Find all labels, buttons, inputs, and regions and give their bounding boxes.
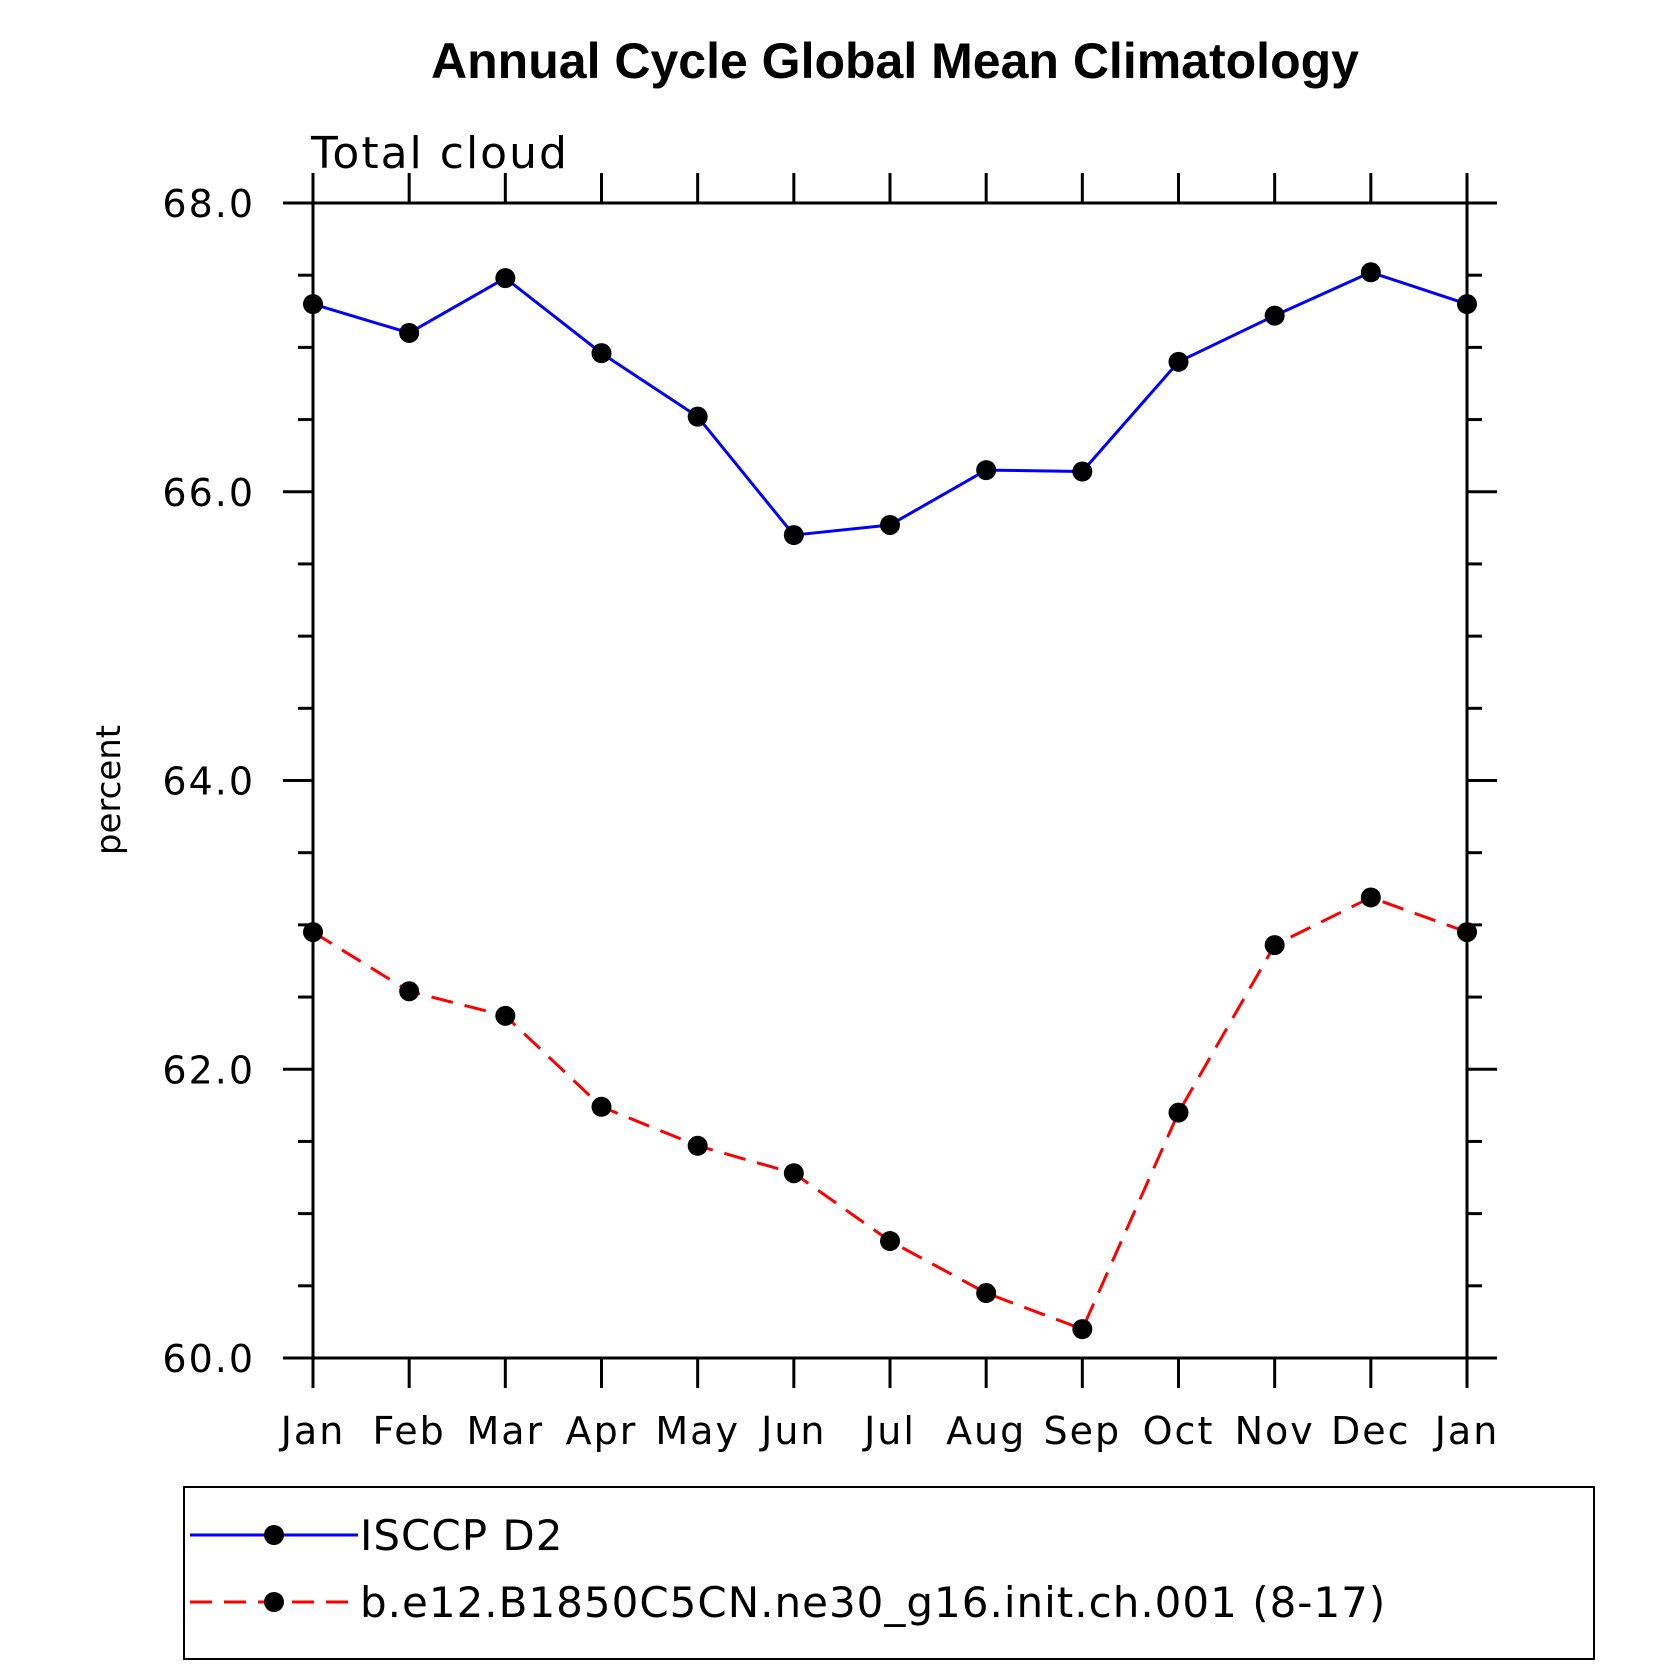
series-1-point — [303, 294, 323, 315]
series-1-point — [591, 343, 612, 364]
x-tick-label: Jun — [759, 1409, 826, 1453]
series-1-point — [783, 525, 804, 546]
x-tick-label: May — [655, 1409, 740, 1453]
series-1-point — [495, 268, 516, 289]
x-tick-label: Apr — [566, 1409, 638, 1453]
x-tick-label: Jan — [279, 1409, 346, 1453]
series-2-point — [687, 1135, 708, 1156]
series-2-point — [495, 1005, 516, 1026]
x-tick-label: Jan — [1433, 1409, 1500, 1453]
series-1-point — [1168, 351, 1189, 372]
series-2-point — [399, 981, 420, 1002]
y-tick-label: 64.0 — [162, 760, 255, 804]
y-tick-label: 68.0 — [162, 182, 255, 226]
chart-subtitle: Total cloud — [310, 128, 569, 179]
x-tick-label: Mar — [466, 1409, 544, 1453]
x-tick-label: Feb — [373, 1409, 446, 1453]
series-line-1 — [312, 270, 1468, 537]
series-1-point — [880, 514, 900, 535]
series-1-point — [1072, 461, 1093, 482]
x-tick-label: Jul — [862, 1409, 916, 1453]
series-line-2 — [312, 895, 1468, 1331]
series-1-point — [1264, 305, 1285, 326]
series-2-point — [303, 922, 323, 943]
legend-label-2: b.e12.B1850C5CN.ne30_g16.init.ch.001 (8-… — [360, 1578, 1386, 1627]
y-tick-label: 62.0 — [162, 1048, 255, 1092]
x-tick-label: Nov — [1235, 1409, 1315, 1453]
x-tick-label: Oct — [1143, 1409, 1215, 1453]
series-2-point — [1168, 1102, 1189, 1123]
x-tick-label: Dec — [1331, 1409, 1411, 1453]
series-group — [303, 262, 1477, 1340]
legend-box — [183, 1486, 1595, 1660]
series-1-point — [976, 460, 997, 481]
plot-frame — [311, 201, 1469, 1360]
series-2-point — [880, 1231, 900, 1252]
series-2-point — [591, 1096, 612, 1117]
series-1-point — [399, 322, 420, 343]
y-axis-label: percent — [89, 725, 129, 855]
chart-title: Annual Cycle Global Mean Climatology — [431, 33, 1359, 89]
series-1-point — [1360, 262, 1381, 283]
legend-label-1: ISCCP D2 — [360, 1511, 563, 1560]
series-2-point — [1360, 887, 1381, 908]
series-2-point — [976, 1283, 997, 1304]
legend-marker-2 — [264, 1592, 284, 1612]
series-2-point — [783, 1163, 804, 1184]
series-2-point — [1457, 922, 1477, 943]
y-tick-label: 66.0 — [162, 471, 255, 515]
legend: ISCCP D2 b.e12.B1850C5CN.ne30_g16.init.ch… — [183, 1486, 1595, 1660]
series-1-point — [687, 406, 708, 427]
series-1-point — [1457, 294, 1477, 315]
axes-group: Jan Feb Mar Apr May Jun Jul Aug Sep Oct Nov Dec Jan 6… — [162, 173, 1500, 1453]
series-2-point — [1264, 935, 1285, 956]
x-tick-label: Sep — [1044, 1409, 1122, 1453]
x-tick-label: Aug — [946, 1409, 1026, 1453]
legend-marker-1 — [264, 1525, 284, 1545]
y-tick-label: 60.0 — [162, 1337, 255, 1381]
series-2-point — [1072, 1319, 1093, 1340]
